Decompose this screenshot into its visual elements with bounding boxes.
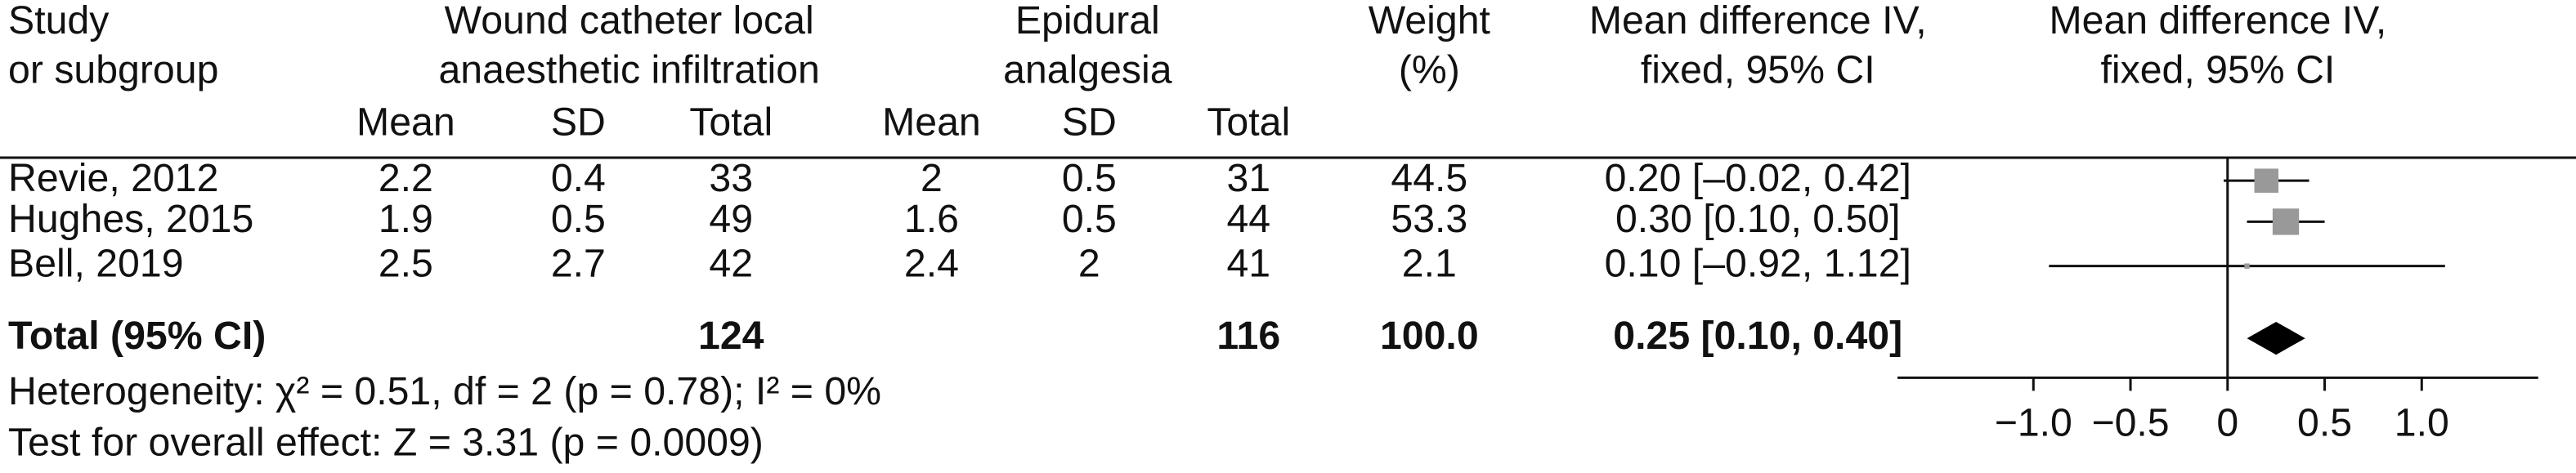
weight: 53.3 [1391, 197, 1467, 241]
cell: 0.5 [1062, 156, 1117, 200]
cell: 1.9 [379, 197, 433, 241]
header-text: fixed, 95% CI [2101, 47, 2336, 91]
cell: 31 [1226, 156, 1270, 200]
study-name: Hughes, 2015 [8, 197, 253, 241]
sub-header: SD [1062, 100, 1117, 145]
study-square [2254, 168, 2279, 193]
sub-header: Mean [882, 100, 981, 145]
header-text: Mean difference IV, [1589, 0, 1927, 42]
cell: 41 [1226, 241, 1270, 285]
ci-label: 0.20 [–0.02, 0.42] [1605, 156, 1911, 200]
x-tick-label: −1.0 [1995, 400, 2072, 444]
total-weight: 100.0 [1380, 314, 1479, 358]
sub-header: Total [689, 100, 773, 145]
x-tick-label: 0 [2216, 400, 2238, 444]
cell: 2 [1078, 241, 1100, 285]
header-text: (%) [1399, 47, 1460, 91]
header-text: analgesia [1003, 47, 1172, 91]
cell: 2 [921, 156, 943, 200]
sub-header: Mean [356, 100, 455, 145]
heterogeneity: Heterogeneity: χ² = 0.51, df = 2 (p = 0.… [8, 369, 881, 413]
total-ctl: 116 [1216, 314, 1280, 358]
total-label: Total (95% CI) [8, 314, 266, 358]
cell: 44 [1226, 197, 1270, 241]
x-tick-label: 1.0 [2395, 400, 2449, 444]
x-tick-label: 0.5 [2297, 400, 2352, 444]
header-text: Weight [1369, 0, 1491, 42]
cell: 33 [709, 156, 753, 200]
cell: 49 [709, 197, 753, 241]
cell: 0.4 [551, 156, 606, 200]
cell: 2.7 [551, 241, 606, 285]
header-text: fixed, 95% CI [1641, 47, 1875, 91]
cell: 2.5 [379, 241, 433, 285]
study-square [2244, 263, 2250, 269]
header-text: anaesthetic infiltration [438, 47, 819, 91]
weight: 44.5 [1391, 156, 1467, 200]
header-text: Study [8, 0, 110, 42]
header-text: Epidural [1015, 0, 1160, 42]
study-name: Revie, 2012 [8, 156, 218, 200]
cell: 2.2 [379, 156, 433, 200]
total-ci: 0.25 [0.10, 0.40] [1613, 314, 1902, 358]
total-diamond [2247, 321, 2305, 355]
header-text: or subgroup [8, 47, 218, 91]
ci-label: 0.10 [–0.92, 1.12] [1605, 241, 1911, 285]
cell: 2.4 [904, 241, 959, 285]
sub-header: Total [1207, 100, 1290, 145]
study-square [2272, 208, 2300, 235]
cell: 1.6 [904, 197, 959, 241]
total-exp: 124 [698, 314, 764, 358]
header-text: Wound catheter local [445, 0, 814, 42]
study-name: Bell, 2019 [8, 241, 183, 285]
x-tick-label: −0.5 [2091, 400, 2169, 444]
ci-label: 0.30 [0.10, 0.50] [1615, 197, 1901, 241]
cell: 42 [709, 241, 753, 285]
cell: 0.5 [551, 197, 606, 241]
weight: 2.1 [1402, 241, 1457, 285]
cell: 0.5 [1062, 197, 1117, 241]
overall-effect: Test for overall effect: Z = 3.31 (p = 0… [8, 420, 764, 464]
sub-header: SD [551, 100, 606, 145]
header-text: Mean difference IV, [2050, 0, 2387, 42]
